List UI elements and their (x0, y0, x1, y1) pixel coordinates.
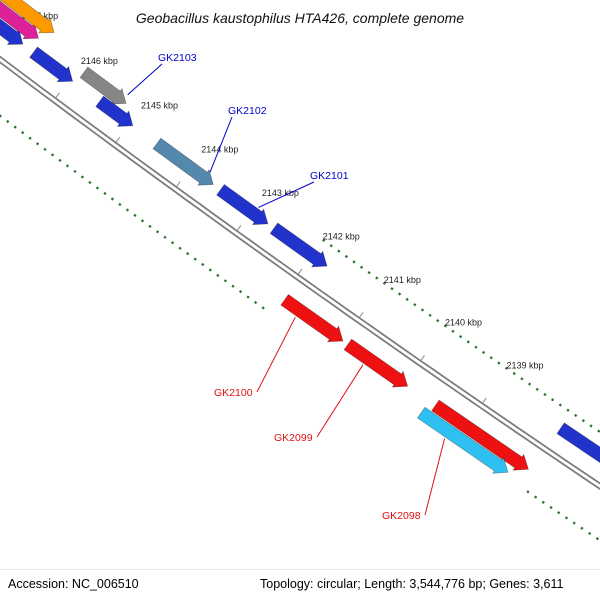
ruler-tick-label: 2142 kbp (323, 232, 360, 242)
gene-arrow-gene-red-b[interactable] (431, 399, 529, 471)
gene-label-GK2098[interactable]: GK2098 (382, 510, 421, 522)
gene-arrow-gene-d[interactable] (556, 422, 600, 476)
gene-label-GK2103[interactable]: GK2103 (158, 52, 197, 64)
accession-text: Accession: NC_006510 (8, 577, 139, 591)
ruler-tick (482, 397, 487, 404)
gene-label-GK2100[interactable]: GK2100 (214, 387, 253, 399)
gene-label-leader-GK2103 (127, 63, 163, 96)
ruler-tick (236, 225, 242, 231)
gene-arrow-gene-c[interactable] (269, 222, 328, 268)
gene-arrow-GK2099[interactable] (343, 338, 409, 388)
gene-arrow-GK2103[interactable] (79, 66, 127, 105)
gene-label-GK2101[interactable]: GK2101 (310, 170, 349, 182)
topology-text: Topology: circular; Length: 3,544,776 bp… (260, 577, 564, 591)
gene-arrow-gene-corner-blue[interactable] (0, 0, 24, 45)
strand-guide-dots (322, 238, 600, 434)
ruler-tick (176, 181, 181, 187)
ruler-tick-label: 2146 kbp (81, 56, 118, 66)
gene-label-leader-GK2101 (258, 181, 315, 208)
ruler-tick (359, 312, 364, 318)
gene-label-GK2102[interactable]: GK2102 (228, 105, 267, 117)
strand-guide-dots (526, 490, 600, 542)
gene-arrow-GK2101[interactable] (216, 184, 269, 225)
ruler-tick-label: 2139 kbp (507, 360, 544, 370)
gene-arrow-gene-corner-orange[interactable] (0, 0, 55, 34)
ruler-tick (55, 92, 60, 98)
ruler-tick (420, 355, 425, 361)
ruler-tick-label: 2140 kbp (445, 318, 482, 328)
map-title: Geobacillus kaustophilus HTA426, complet… (135, 10, 465, 26)
status-bar: Accession: NC_006510 Topology: circular;… (0, 569, 600, 600)
gene-label-leader-GK2102 (209, 116, 233, 173)
ruler-tick-label: 2141 kbp (384, 275, 421, 285)
ruler-tick-label: 2143 kbp (262, 188, 299, 198)
gene-arrow-GK2098[interactable] (417, 406, 509, 474)
gene-arrow-gene-corner-magenta[interactable] (0, 0, 39, 40)
ruler-tick (115, 136, 121, 143)
ruler-tick-label: 2145 kbp (141, 100, 178, 110)
ruler-tick-label: 2144 kbp (201, 144, 238, 154)
gene-arrow-GK2102[interactable] (152, 137, 214, 186)
gene-arrow-GK2100[interactable] (280, 294, 344, 343)
gene-label-leader-GK2099 (316, 364, 364, 438)
gene-label-leader-GK2098 (424, 438, 446, 516)
gene-arrow-gene-a[interactable] (29, 46, 74, 83)
gene-label-GK2099[interactable]: GK2099 (274, 432, 313, 444)
genome-axis-gap (0, 57, 600, 488)
gene-arrow-gene-b[interactable] (95, 95, 134, 127)
gene-label-leader-GK2100 (256, 316, 296, 393)
ruler-tick (297, 268, 303, 275)
